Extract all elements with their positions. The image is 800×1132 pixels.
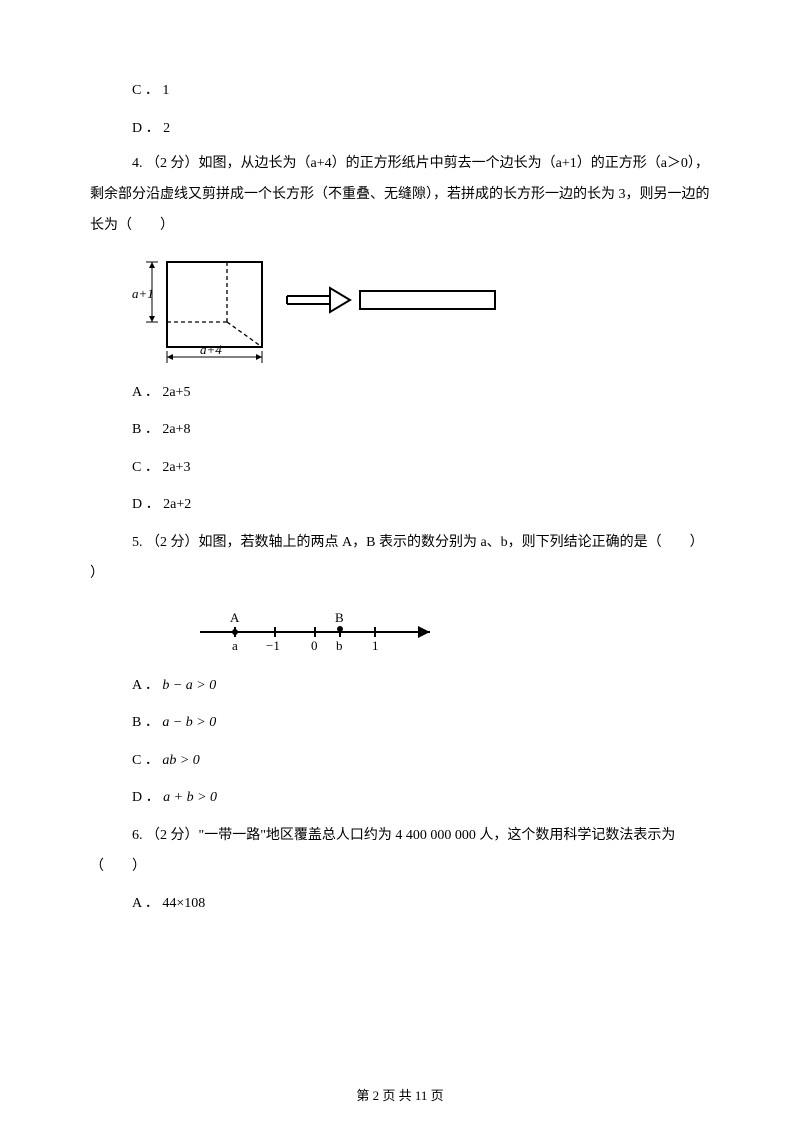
q5-opt-a: A ． b − a > 0 <box>90 669 710 703</box>
q4-label-a1: a+1 <box>132 286 154 301</box>
q5-text: 5. （2 分）如图，若数轴上的两点 A，B 表示的数分别为 a、b，则下列结论… <box>90 528 710 559</box>
svg-text:0: 0 <box>311 638 318 653</box>
q4-opt-d: D ． 2a+2 <box>90 488 710 522</box>
q4-label-a4: a+4 <box>200 342 222 357</box>
svg-text:A: A <box>230 610 240 625</box>
q4-opt-b: B ． 2a+8 <box>90 413 710 447</box>
svg-text:1: 1 <box>372 638 379 653</box>
q4-opt-c: C ． 2a+3 <box>90 451 710 485</box>
q4-figure: a+1 a+4 <box>132 254 710 364</box>
svg-text:a: a <box>232 638 238 653</box>
svg-text:B: B <box>335 610 344 625</box>
option-c-prev: C ． 1 <box>90 74 710 108</box>
page-content: C ． 1 D ． 2 4. （2 分）如图，从边长为（a+4）的正方形纸片中剪… <box>0 0 800 964</box>
q5-opt-c: C ． ab > 0 <box>90 744 710 778</box>
q4-text: 4. （2 分）如图，从边长为（a+4）的正方形纸片中剪去一个边长为（a+1）的… <box>90 149 710 241</box>
q5-figure: A B a −1 0 b 1 <box>190 602 710 657</box>
q5-opt-d: D ． a + b > 0 <box>90 781 710 815</box>
svg-text:b: b <box>336 638 343 653</box>
q4-opt-a: A ． 2a+5 <box>90 376 710 410</box>
q5-opt-b: B ． a − b > 0 <box>90 706 710 740</box>
svg-text:−1: −1 <box>266 638 280 653</box>
q6-opt-a: A ． 44×108 <box>90 887 710 921</box>
q5-text-tail: ） <box>90 559 710 590</box>
q6-text: 6. （2 分）"一带一路"地区覆盖总人口约为 4 400 000 000 人，… <box>90 821 710 883</box>
option-d-prev: D ． 2 <box>90 112 710 146</box>
page-footer: 第 2 页 共 11 页 <box>0 1085 800 1104</box>
